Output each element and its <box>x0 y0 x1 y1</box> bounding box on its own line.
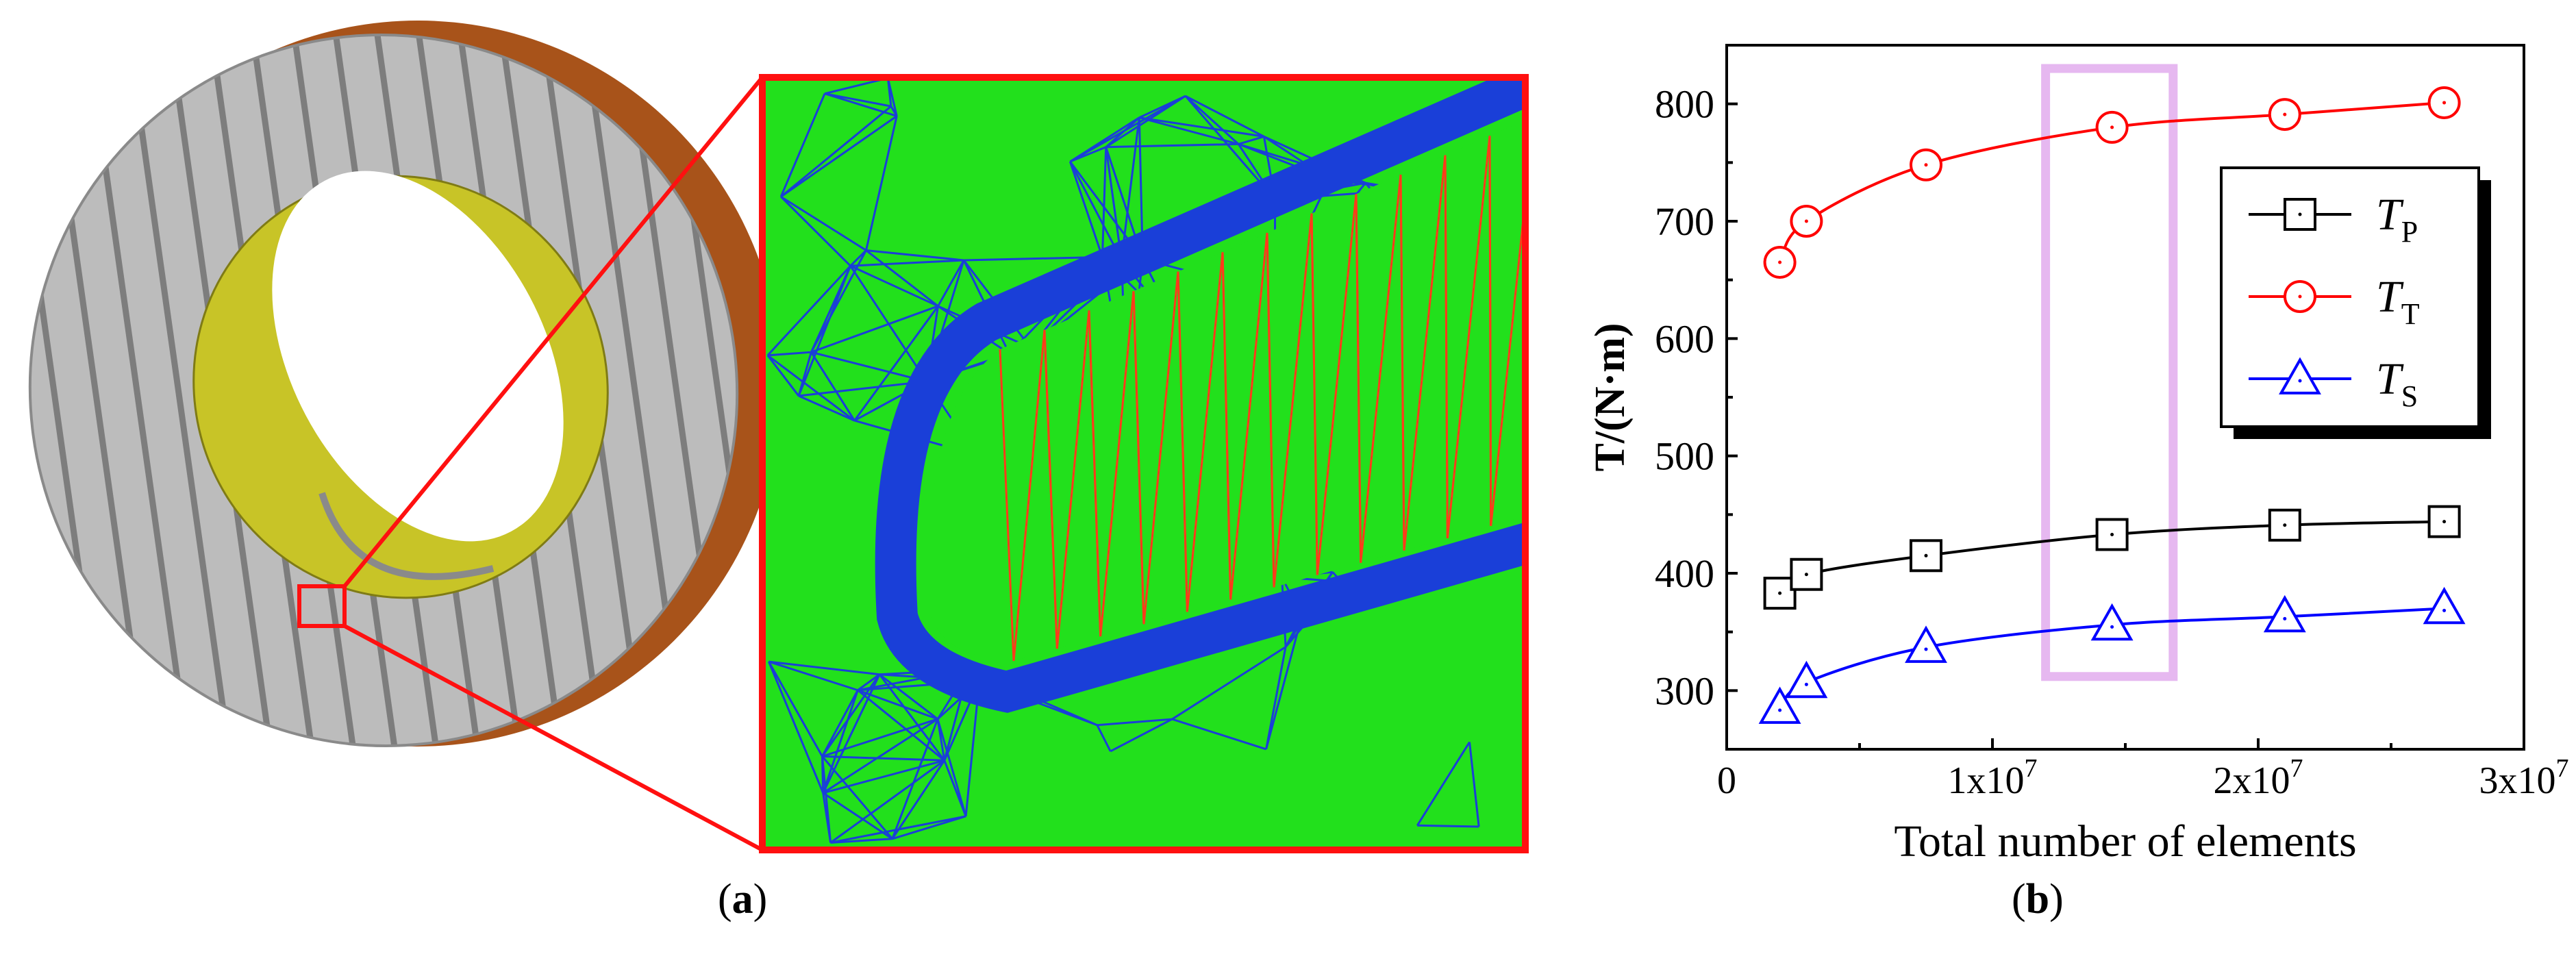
y-tick-label: 800 <box>1655 82 1714 127</box>
data-point-circle <box>1791 206 1821 236</box>
data-point-circle <box>1911 150 1941 180</box>
data-point-square <box>1791 560 1821 590</box>
y-tick-label: 300 <box>1655 668 1714 713</box>
data-point-circle <box>1765 247 1795 277</box>
y-tick-label: 500 <box>1655 434 1714 479</box>
data-point-square <box>1911 540 1941 571</box>
y-axis-label: T/(N·m) <box>1587 323 1634 472</box>
y-tick-label: 600 <box>1655 316 1714 361</box>
data-point-triangle <box>2266 598 2303 631</box>
x-tick-label: 1x107 <box>1948 754 2038 802</box>
mesh-edge <box>1417 825 1479 827</box>
data-point-square <box>2270 510 2300 540</box>
torque-line-chart: 300 400 500 600 700 800 0 1x107 2x107 3x107 Total… <box>1575 0 2576 962</box>
panel-b-torque-chart: 300 400 500 600 700 800 0 1x107 2x107 3x107 Total… <box>1575 0 2576 962</box>
data-point-triangle <box>1788 664 1825 697</box>
caption-b: (b) <box>2012 875 2064 924</box>
data-point-circle <box>2097 112 2127 142</box>
caption-a: (a) <box>718 875 767 924</box>
data-point-square <box>2097 519 2127 549</box>
x-tick-label: 3x107 <box>2479 754 2569 802</box>
data-point-triangle <box>2425 590 2463 623</box>
data-point-circle <box>2429 88 2460 118</box>
y-tick-label: 400 <box>1655 551 1714 596</box>
x-axis-label: Total number of elements <box>1894 816 2356 866</box>
data-point-square <box>2429 507 2460 537</box>
y-tick-label: 700 <box>1655 199 1714 244</box>
x-tick-label: 2x107 <box>2214 754 2303 802</box>
zoomed-mesh-view <box>762 77 1534 850</box>
x-tick-label: 0 <box>1717 760 1736 802</box>
mesh-illustration <box>0 0 1575 962</box>
highlight-box <box>2046 68 2173 677</box>
panel-a-mesh-figure <box>0 0 1575 962</box>
data-point-circle <box>2270 99 2300 129</box>
